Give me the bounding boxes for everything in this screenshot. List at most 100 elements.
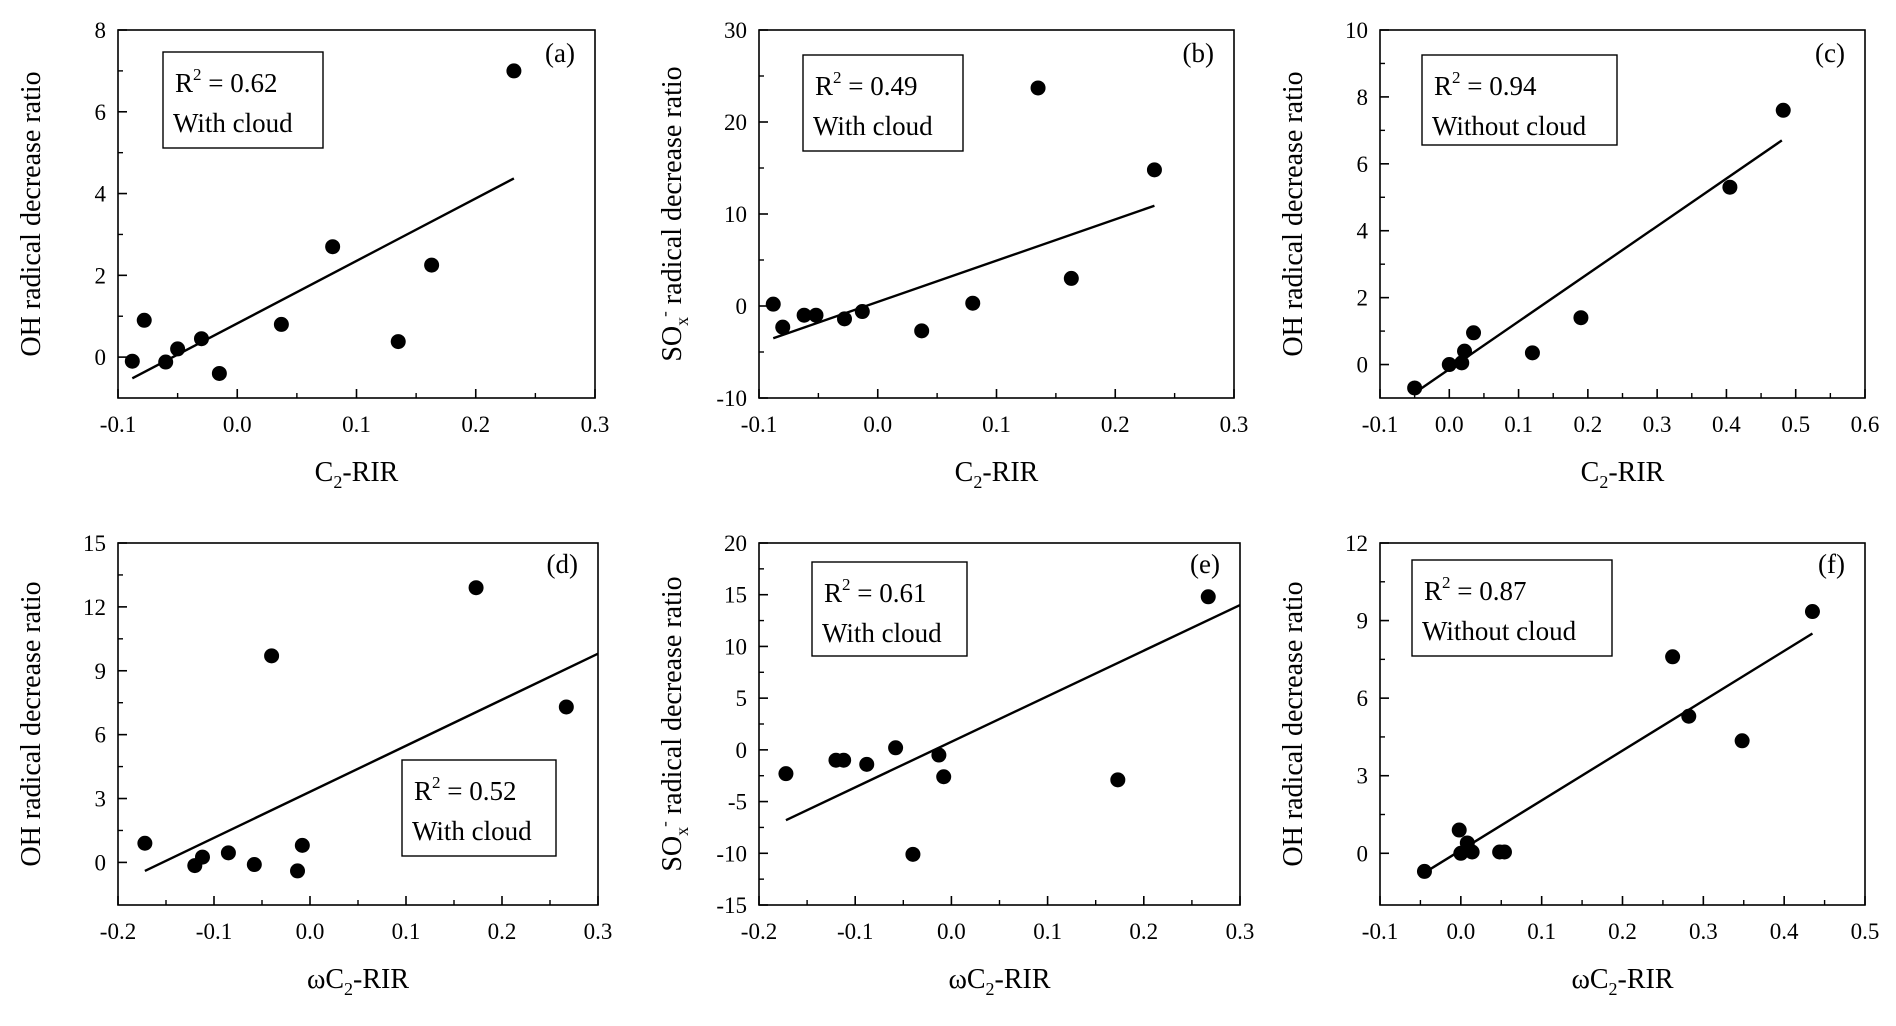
panel-label: (c) [1815,38,1845,68]
panel-d: -0.2 -0.1 0.0 0.1 0.2 0.3 0 3 6 9 12 15 ωC2-RIR OH ra… [16,531,612,999]
r-squared-label: R2 = 0.62 [175,65,278,98]
data-point [854,304,870,320]
x-tick-label: 0.2 [488,919,517,944]
condition-label: With cloud [412,816,532,846]
x-axis-title: C2-RIR [955,457,1039,492]
data-point [1804,604,1820,620]
y-tick-label: 2 [1357,286,1369,311]
panel-label: (f) [1818,549,1845,579]
x-tick-label: 0.1 [982,412,1011,437]
data-point [1573,310,1589,326]
data-point [136,312,152,328]
fit-line [144,652,599,873]
y-tick-label: 30 [724,18,747,43]
y-tick-label: 10 [724,202,747,227]
annotation-box [811,561,968,657]
x-tick-label: 0.2 [1573,412,1602,437]
data-point [193,331,209,347]
panel-label: (e) [1190,549,1220,579]
data-point [294,837,310,853]
data-point [264,648,280,664]
data-point [211,365,227,381]
data-point [775,319,791,335]
data-point [124,353,140,369]
y-tick-label: 3 [1357,764,1369,789]
data-point [246,857,262,873]
y-tick-label: 12 [1345,531,1368,556]
y-tick-label: 3 [95,787,107,812]
r-squared-label: R2 = 0.61 [824,575,927,608]
condition-label: With cloud [173,108,293,138]
data-point [1407,380,1423,396]
x-tick-label: 0.3 [1643,412,1672,437]
data-point [170,341,186,357]
condition-label: With cloud [822,618,942,648]
x-axis-title: ωC2-RIR [948,964,1050,999]
x-tick-label: 0.0 [1446,919,1475,944]
y-tick-label: 6 [95,100,107,125]
y-axis-title: OH radical decrease ratio [1278,581,1309,866]
fit-line [772,204,1155,340]
annotation-box [802,54,964,152]
data-point [137,835,153,851]
y-tick-label: 2 [95,263,107,288]
y-tick-label: 6 [95,723,107,748]
y-tick-label: 20 [724,110,747,135]
x-tick-label: -0.1 [1362,919,1398,944]
data-point [1030,80,1046,96]
data-point [837,311,852,327]
data-point [936,769,952,785]
x-axis-title: ωC2-RIR [307,964,409,999]
data-point [965,295,981,311]
x-tick-label: 0.0 [1435,412,1464,437]
condition-label: Without cloud [1422,616,1577,646]
y-tick-label: 6 [1357,686,1369,711]
data-point [905,846,921,862]
y-tick-label: 0 [1357,353,1369,378]
y-tick-label: 0 [1357,841,1369,866]
y-tick-label: 0 [736,738,748,763]
y-tick-label: 9 [1357,609,1369,634]
y-tick-label: 10 [724,634,747,659]
fit-line [1423,632,1814,874]
data-point [1454,355,1470,371]
x-axis-title: ωC2-RIR [1571,964,1673,999]
data-point [424,257,440,273]
data-point [859,756,875,772]
x-tick-label: 0.1 [392,919,421,944]
data-point [1734,733,1750,749]
x-tick-label: 0.4 [1770,919,1799,944]
x-tick-label: 0.1 [342,412,371,437]
x-tick-label: 0.3 [581,412,610,437]
x-tick-label: 0.2 [461,412,490,437]
data-point [1665,649,1681,665]
x-tick-label: 0.0 [937,919,966,944]
r-squared-label: R2 = 0.49 [815,68,918,101]
x-tick-label: 0.3 [1220,412,1249,437]
annotation-box [1421,54,1618,146]
y-axis-title: OH radical decrease ratio [16,581,47,866]
data-point [220,845,236,861]
data-point [1464,844,1480,860]
data-point [1063,270,1079,286]
y-tick-label: -15 [716,893,747,918]
x-tick-label: 0.3 [584,919,613,944]
panel-f: -0.1 0.0 0.1 0.2 0.3 0.4 0.5 0 3 6 9 12 ωC2-RIR OH ra… [1278,531,1879,999]
data-point [808,307,824,323]
data-point [1681,708,1697,724]
fit-line [785,603,1241,822]
y-tick-label: -5 [728,790,747,815]
data-point [1441,357,1457,373]
y-tick-label: 15 [724,583,747,608]
x-axis-title: C2-RIR [315,457,399,492]
x-tick-label: 0.4 [1712,412,1741,437]
data-point [290,863,306,879]
data-point [325,239,341,255]
annotation-box [1411,559,1613,657]
y-tick-label: 12 [83,595,106,620]
x-tick-label: 0.0 [223,412,252,437]
x-tick-label: 0.0 [863,412,892,437]
y-tick-label: 8 [1357,85,1369,110]
data-point [273,316,289,332]
